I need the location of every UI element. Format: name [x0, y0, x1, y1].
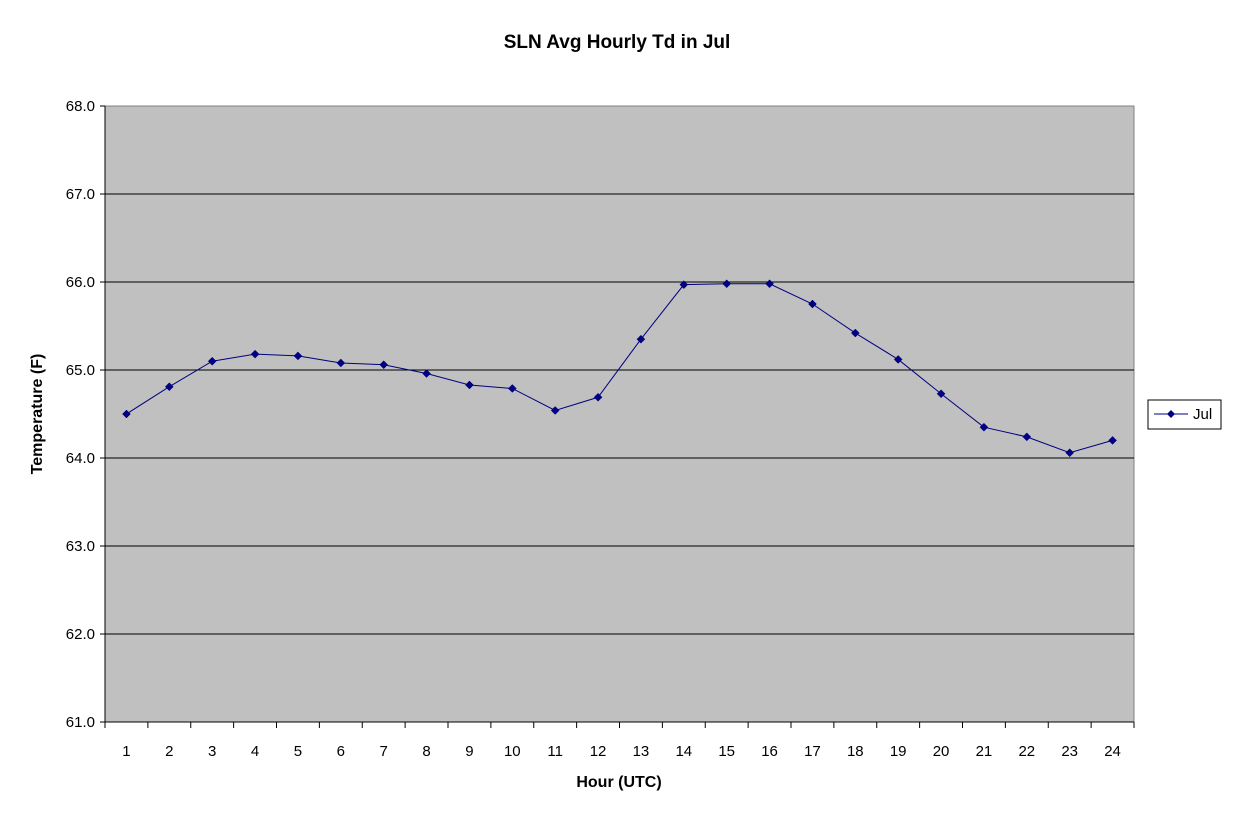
y-tick-label: 62.0 — [66, 626, 95, 643]
data-point — [550, 406, 560, 415]
chart-title: SLN Avg Hourly Td in Jul — [504, 32, 731, 53]
x-tick-label: 23 — [1061, 743, 1078, 760]
data-point — [979, 422, 989, 432]
data-point — [722, 279, 732, 289]
x-axis-title: Hour (UTC) — [576, 774, 661, 791]
data-point — [808, 299, 817, 309]
data-point — [679, 280, 689, 289]
x-tick-label: 8 — [422, 743, 430, 760]
data-point — [293, 351, 303, 361]
x-tick-label: 5 — [294, 743, 302, 760]
data-point — [1022, 432, 1032, 442]
data-point — [507, 384, 517, 393]
x-tick-label: 2 — [165, 743, 173, 760]
data-point — [164, 382, 174, 392]
x-tick-label: 7 — [380, 743, 388, 760]
data-point — [1065, 448, 1075, 458]
x-tick-label: 12 — [590, 743, 607, 760]
x-tick-label: 4 — [251, 743, 259, 760]
y-tick-label: 64.0 — [66, 450, 95, 467]
y-tick-label: 68.0 — [66, 98, 95, 115]
x-tick-label: 10 — [504, 743, 521, 760]
legend: Jul — [1147, 399, 1222, 430]
data-series — [122, 279, 1117, 458]
x-tick-label: 21 — [976, 743, 993, 760]
x-tick-label: 13 — [633, 743, 650, 760]
data-point — [765, 279, 774, 289]
x-tick-label: 24 — [1104, 743, 1121, 760]
x-axis: 1 2 3 4 5 6 7 8 9 10 11 12 13 14 15 16 17 18 19 20 21 22 23 24 — [104, 721, 1135, 760]
data-point — [593, 392, 603, 402]
y-tick-label: 66.0 — [66, 274, 95, 291]
data-point — [336, 358, 346, 368]
legend-label: Jul — [1193, 406, 1212, 423]
data-point — [207, 356, 217, 366]
x-tick-label: 22 — [1018, 743, 1035, 760]
x-tick-label: 14 — [675, 743, 692, 760]
grid-lines — [105, 193, 1134, 635]
legend-marker — [1167, 410, 1175, 418]
data-point — [936, 389, 946, 399]
data-point — [893, 355, 903, 364]
x-tick-label: 17 — [804, 743, 821, 760]
data-point — [122, 409, 131, 419]
y-tick-label: 65.0 — [66, 362, 95, 379]
y-tick-label: 61.0 — [66, 714, 95, 731]
y-tick-label: 63.0 — [66, 538, 95, 555]
series-line — [126, 283, 1113, 454]
data-point — [250, 349, 260, 359]
x-tick-label: 18 — [847, 743, 864, 760]
x-tick-label: 3 — [208, 743, 216, 760]
plot-area — [104, 105, 1135, 723]
data-point — [850, 328, 860, 338]
x-tick-label: 1 — [122, 743, 130, 760]
data-point — [465, 380, 474, 390]
x-tick-label: 20 — [933, 743, 950, 760]
x-tick-label: 19 — [890, 743, 907, 760]
y-axis: 61.0 62.0 63.0 64.0 65.0 66.0 67.0 68.0 — [66, 98, 106, 731]
x-tick-label: 11 — [547, 743, 563, 760]
data-point — [379, 360, 389, 370]
data-point — [636, 334, 646, 344]
x-tick-label: 6 — [337, 743, 345, 760]
y-tick-label: 67.0 — [66, 186, 95, 203]
x-tick-label: 16 — [761, 743, 778, 760]
x-tick-label: 9 — [465, 743, 473, 760]
data-point — [422, 369, 431, 378]
x-tick-label: 15 — [718, 743, 735, 760]
y-axis-title: Temperature (F) — [29, 354, 46, 475]
data-point — [1108, 436, 1117, 445]
